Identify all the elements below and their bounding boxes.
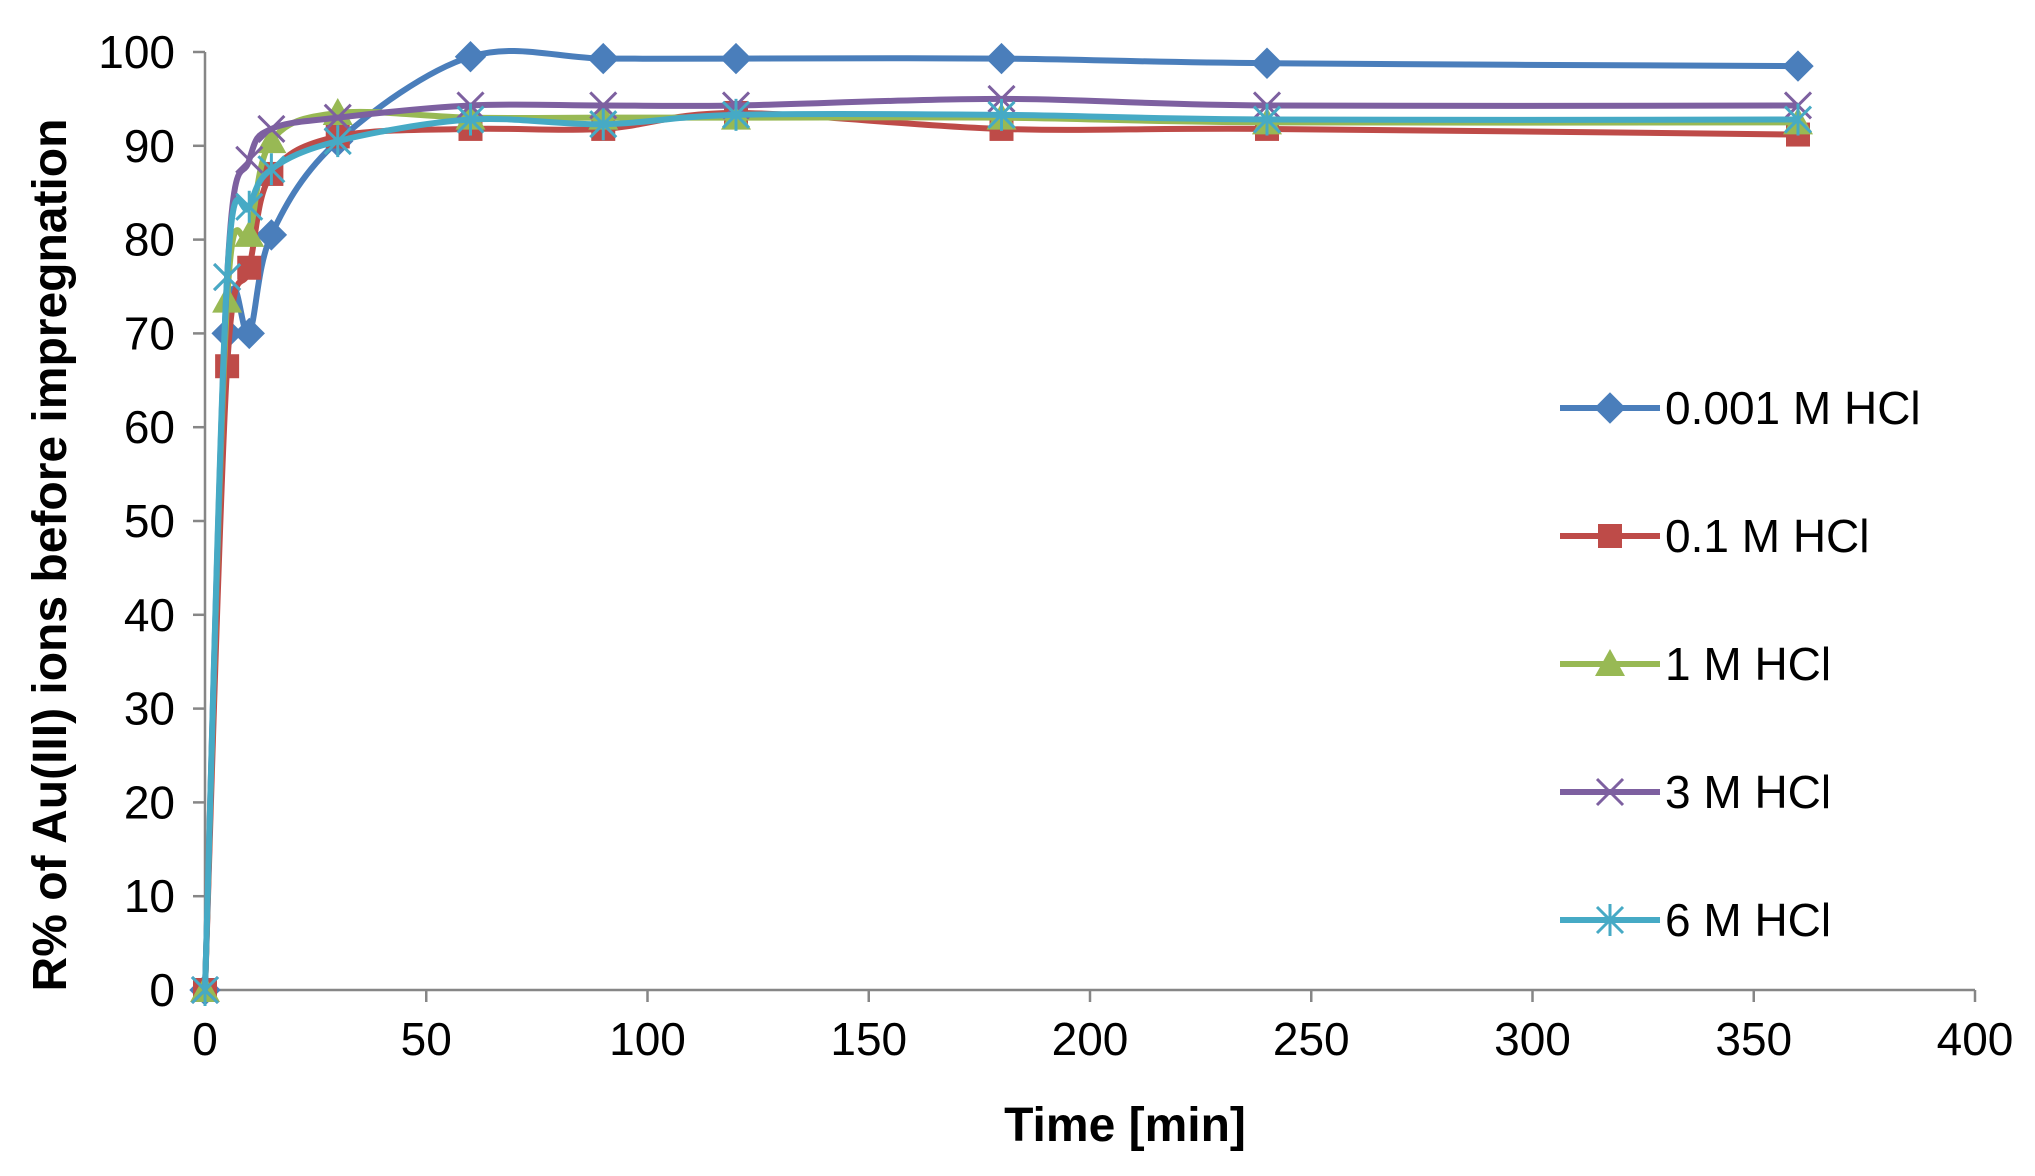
data-point — [987, 98, 1016, 131]
data-point — [1251, 47, 1283, 79]
x-tick-label: 50 — [401, 1013, 452, 1065]
legend: 0.001 M HCl 0.1 M HCl 1 M HCl 3 M HCl 6 M HC… — [1560, 382, 1921, 946]
data-point — [257, 114, 286, 143]
data-point — [190, 974, 220, 1006]
series-line — [202, 95, 1799, 991]
x-tick-label: 100 — [609, 1013, 686, 1065]
legend-marker — [1598, 524, 1622, 548]
legend-label: 1 M HCl — [1665, 638, 1831, 690]
legend-marker — [1594, 392, 1626, 424]
y-tick-label: 50 — [124, 495, 175, 547]
data-point — [454, 40, 487, 73]
data-point — [1783, 103, 1813, 136]
legend-item: 0.1 M HCl — [1560, 510, 1869, 562]
y-tick-label: 80 — [124, 214, 175, 266]
series-line — [202, 109, 1799, 991]
y-tick-label: 30 — [124, 683, 175, 735]
data-point — [235, 145, 264, 174]
series-4 — [190, 98, 1813, 1006]
x-tick-label: 250 — [1273, 1013, 1350, 1065]
series-2 — [190, 97, 1813, 1002]
y-tick-label: 90 — [124, 120, 175, 172]
data-point — [720, 42, 752, 75]
y-tick-label: 10 — [124, 870, 175, 922]
data-point — [233, 317, 265, 350]
data-point — [323, 125, 352, 158]
legend-marker — [1595, 904, 1625, 936]
x-tick-label: 0 — [192, 1013, 218, 1065]
legend-item: 1 M HCl — [1560, 638, 1831, 690]
legend-label: 0.1 M HCl — [1665, 510, 1869, 562]
y-tick-label: 100 — [98, 26, 175, 78]
x-tick-label: 300 — [1494, 1013, 1571, 1065]
legend-label: 0.001 M HCl — [1665, 382, 1921, 434]
legend-marker — [1595, 777, 1625, 807]
series-0 — [189, 40, 1814, 1006]
y-tick-label: 60 — [124, 401, 175, 453]
data-point-stroke — [235, 145, 264, 174]
series-line — [202, 108, 1799, 991]
x-tick-label: 350 — [1715, 1013, 1792, 1065]
y-tick-label: 0 — [149, 964, 175, 1016]
series-3 — [190, 84, 1813, 1005]
series-line — [202, 110, 1799, 991]
legend-marker — [1595, 649, 1625, 676]
legend-label: 3 M HCl — [1665, 766, 1831, 818]
x-tick-label: 150 — [830, 1013, 907, 1065]
data-point — [587, 42, 619, 75]
data-point — [256, 126, 287, 154]
data-point — [237, 255, 262, 280]
y-tick-label: 40 — [124, 589, 175, 641]
data-point — [589, 108, 618, 141]
x-axis-title: Time [min] — [1004, 1099, 1246, 1152]
data-point — [257, 153, 286, 186]
data-point — [456, 103, 485, 136]
legend-marker-stroke — [1595, 777, 1625, 807]
data-point — [985, 42, 1018, 75]
data-point — [1252, 103, 1282, 136]
data-point — [323, 103, 352, 132]
series-1 — [193, 100, 1810, 1002]
legend-item: 0.001 M HCl — [1560, 382, 1921, 434]
axes: 0 50 100 150 200 250 300 350 400 0 10 20 30 40 50 60 70 8… — [98, 26, 2013, 1065]
x-tick-label: 400 — [1937, 1013, 2014, 1065]
data-point — [235, 190, 264, 223]
legend-item: 6 M HCl — [1560, 894, 1831, 946]
data-point-stroke — [323, 103, 352, 132]
y-axis-title: R% of Au(III) ions before impregnation — [24, 119, 77, 992]
data-point — [213, 261, 242, 294]
data-point — [721, 98, 751, 131]
legend-label: 6 M HCl — [1665, 894, 1831, 946]
data-point — [1782, 50, 1814, 82]
y-tick-label: 20 — [124, 776, 175, 828]
x-tick-label: 200 — [1052, 1013, 1129, 1065]
data-point — [255, 219, 288, 251]
y-tick-label: 70 — [124, 307, 175, 359]
legend-item: 3 M HCl — [1560, 766, 1831, 818]
series-layer — [189, 40, 1814, 1006]
series-line — [202, 47, 1799, 991]
data-point-stroke — [257, 114, 286, 143]
data-point — [234, 219, 265, 247]
